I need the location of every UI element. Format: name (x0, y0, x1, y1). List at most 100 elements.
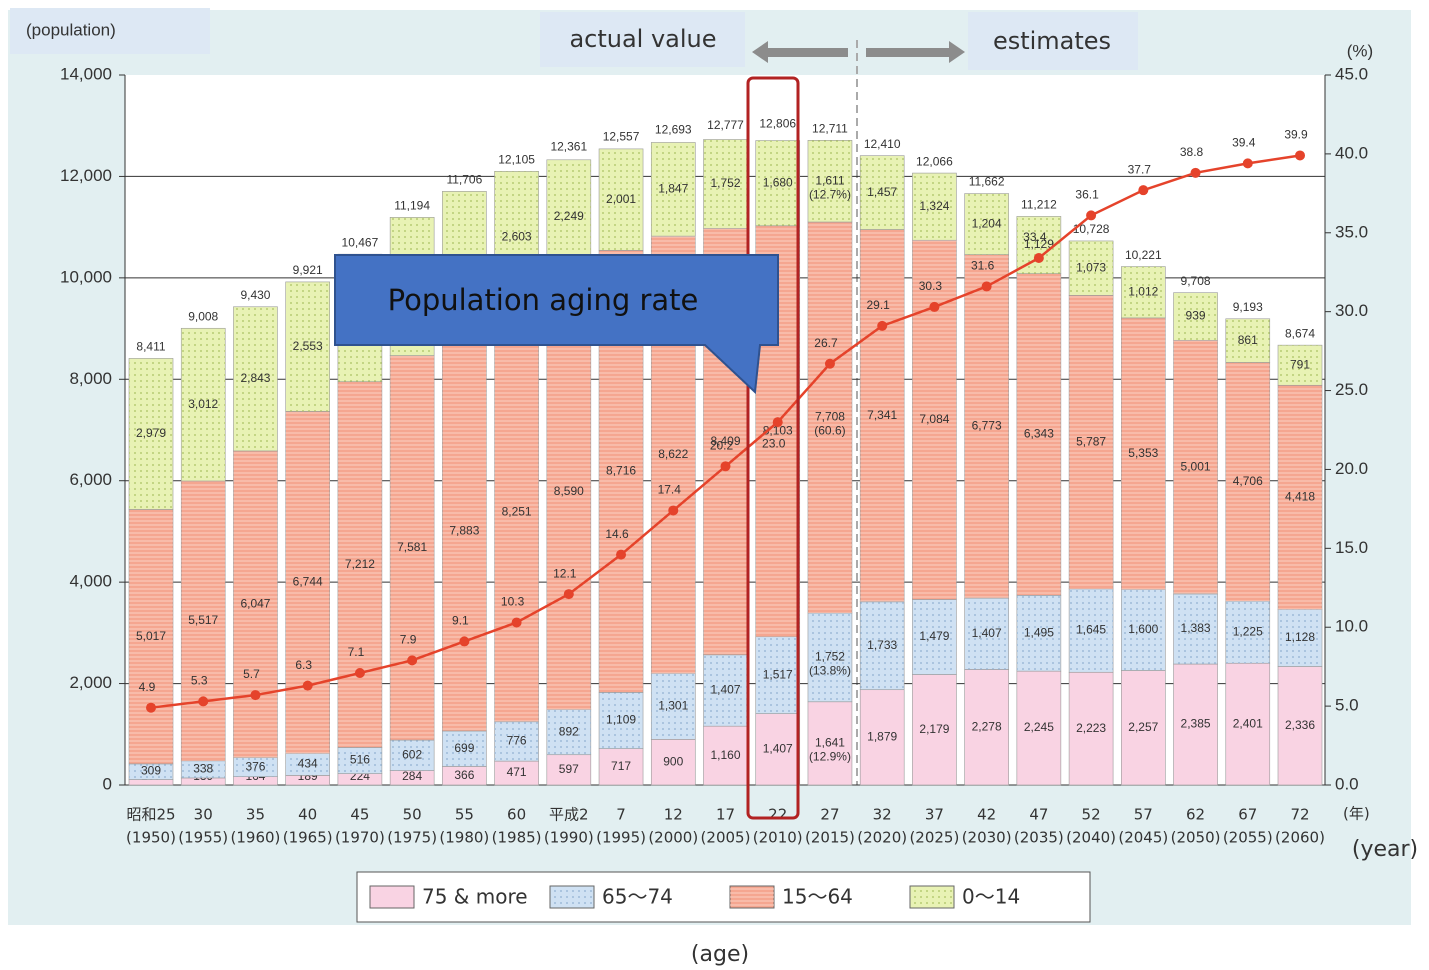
bar-texture (390, 355, 435, 741)
line-label: 17.4 (658, 483, 682, 497)
value-label: 366 (454, 768, 474, 782)
bar-texture (1016, 273, 1061, 596)
x-unit: (年) (1343, 805, 1370, 823)
value-label: 1,383 (1181, 621, 1211, 635)
bar-segment (598, 748, 644, 786)
y2-tick-label: 40.0 (1335, 143, 1368, 162)
y2-tick-label: 15.0 (1335, 538, 1368, 557)
x-tick-label: 45 (350, 806, 369, 824)
legend-texture (730, 886, 774, 908)
x-tick-label: (2005) (701, 829, 751, 847)
bar-texture (1278, 609, 1322, 667)
x-tick-label: (2000) (648, 829, 698, 847)
bar-texture (285, 753, 330, 776)
line-label: 26.7 (814, 336, 838, 350)
line-label: 7.9 (400, 633, 417, 647)
callout-text: Population aging rate (388, 283, 699, 317)
x-tick-label: 62 (1186, 806, 1205, 824)
period-label: estimates (993, 27, 1111, 55)
value-label: 2,001 (606, 192, 636, 206)
value-label: 2,278 (972, 719, 1002, 733)
total-label: 8,674 (1285, 326, 1315, 340)
value-label: 1,600 (1128, 622, 1158, 636)
bar-texture (1121, 589, 1166, 671)
value-label: 7,883 (449, 523, 479, 537)
x-tick-label: (1960) (231, 829, 281, 847)
line-label: 14.6 (605, 527, 629, 541)
x-tick-label: 40 (298, 806, 317, 824)
bar-segment (546, 754, 592, 786)
value-label: 2,385 (1181, 717, 1211, 731)
x-tick-label: (2035) (1014, 829, 1064, 847)
bar-segment (1068, 671, 1114, 786)
line-label: 30.3 (919, 279, 943, 293)
bar-texture (964, 193, 1009, 255)
total-label: 12,806 (759, 117, 796, 131)
x-tick-label: 72 (1290, 806, 1309, 824)
y-tick-label: 4,000 (69, 572, 112, 591)
x-tick-label: (2050) (1171, 829, 1221, 847)
total-label: 8,411 (136, 340, 165, 354)
bar-texture (964, 254, 1009, 599)
value-label: 1,109 (606, 713, 636, 727)
value-label: 791 (1290, 357, 1310, 371)
x-tick-label: 67 (1238, 806, 1257, 824)
x-tick-label: (1975) (387, 829, 437, 847)
x-tick-label: (1990) (544, 829, 594, 847)
line-point (1242, 158, 1253, 169)
total-label: 10,221 (1125, 248, 1162, 262)
value-label: 1,479 (919, 629, 949, 643)
x-tick-label: (1985) (492, 829, 542, 847)
bar-texture (1173, 340, 1218, 594)
value-label: 376 (245, 759, 265, 773)
bar-texture (285, 281, 330, 412)
bar-texture (546, 273, 591, 710)
x-tick-label: 52 (1082, 806, 1101, 824)
line-point (146, 702, 156, 713)
line-label: 33.4 (1023, 230, 1047, 244)
bar-texture (181, 328, 226, 482)
value-label: 338 (193, 762, 213, 776)
value-label: 8,251 (502, 505, 532, 519)
bar-texture (337, 747, 382, 774)
bar-texture (1225, 318, 1270, 363)
line-label: 39.4 (1232, 136, 1256, 150)
legend-texture (550, 886, 594, 908)
x-tick-label: (2025) (909, 829, 959, 847)
total-label: 12,066 (916, 154, 953, 168)
line-label: 31.6 (971, 259, 995, 273)
arrow (866, 41, 965, 63)
bar-segment (755, 713, 801, 786)
y2-tick-label: 5.0 (1335, 696, 1359, 715)
y-tick-label: 8,000 (69, 369, 112, 388)
total-label: 12,557 (603, 129, 640, 143)
x-tick-label: 昭和25 (126, 806, 175, 824)
value-label: 699 (454, 741, 474, 755)
value-label: 1,495 (1024, 625, 1054, 639)
y-tick-label: 0 (103, 774, 112, 793)
value-label: 892 (559, 724, 579, 738)
line-point (198, 696, 209, 707)
line-point (563, 589, 574, 600)
x-tick-label: (2055) (1223, 829, 1273, 847)
x-tick-label: 22 (768, 806, 787, 824)
arrow (752, 41, 848, 63)
value-label: 1,645 (1076, 623, 1106, 637)
bar-texture (494, 721, 539, 762)
value-label: 1,073 (1076, 260, 1106, 274)
bar-texture (860, 155, 905, 230)
line-label: 23.0 (762, 436, 786, 450)
value-label: 8,716 (606, 464, 636, 478)
y2-tick-label: 20.0 (1335, 459, 1368, 478)
legend-swatch (369, 885, 415, 909)
line-point (981, 281, 992, 292)
x-tick-label: (2020) (857, 829, 907, 847)
value-label: 2,245 (1024, 720, 1054, 734)
y-axis-label: (population) (26, 20, 116, 39)
x-tick-label: 12 (664, 806, 683, 824)
x-tick-label: (1980) (439, 829, 489, 847)
bar-texture (912, 173, 957, 241)
value-label: 1,324 (919, 199, 949, 213)
x-tick-label: 42 (977, 806, 996, 824)
